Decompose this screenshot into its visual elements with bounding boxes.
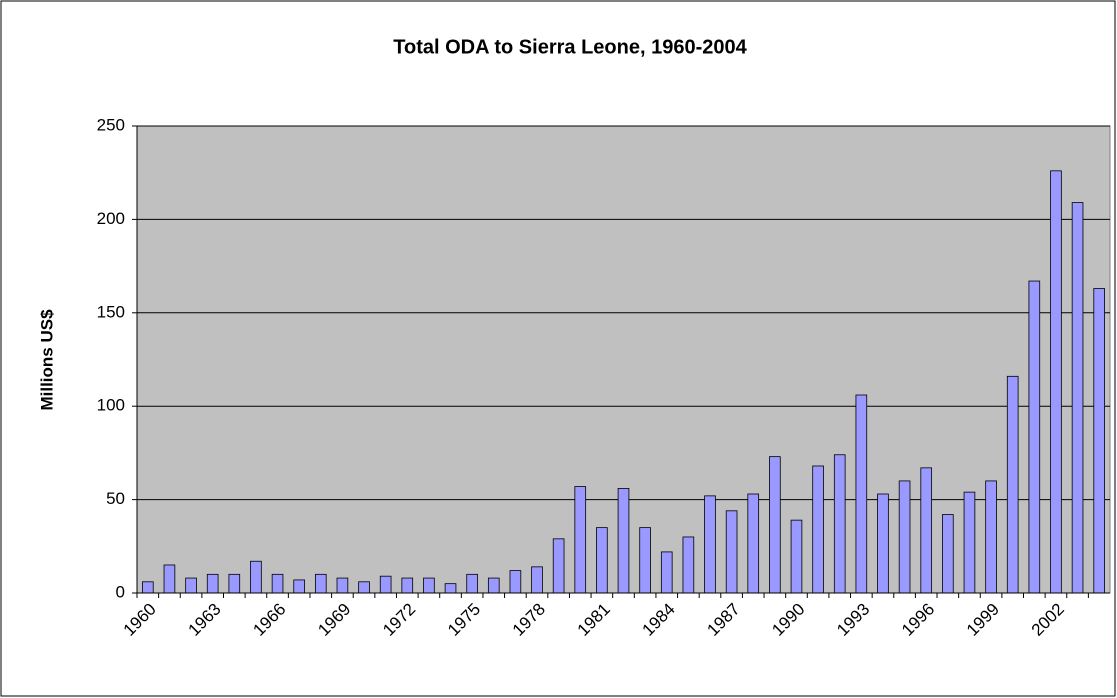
bar <box>379 575 392 594</box>
bar <box>509 570 522 594</box>
bar <box>660 551 673 594</box>
bar <box>1028 280 1041 594</box>
bar <box>898 480 911 594</box>
bar <box>704 495 716 594</box>
bar <box>833 454 846 594</box>
y-tick-label: 150 <box>97 302 125 321</box>
bar <box>293 579 305 594</box>
bar <box>812 465 824 594</box>
bar <box>574 486 587 594</box>
bar <box>747 493 760 594</box>
bar <box>725 510 738 594</box>
bar <box>855 394 868 594</box>
bar <box>639 527 651 594</box>
bar <box>185 577 197 594</box>
bar <box>985 480 997 594</box>
bar <box>423 577 435 594</box>
bar <box>271 573 284 594</box>
bar <box>358 581 370 594</box>
bar <box>250 560 262 594</box>
bar <box>142 581 154 594</box>
bar <box>1071 202 1084 594</box>
y-tick-label: 100 <box>97 396 125 415</box>
bar <box>163 564 176 594</box>
bar <box>444 583 457 594</box>
y-tick-label: 250 <box>97 115 125 134</box>
bar <box>1093 288 1105 594</box>
bar <box>314 573 327 594</box>
bar <box>552 538 565 594</box>
y-tick-label: 200 <box>97 209 125 228</box>
bar <box>487 577 500 594</box>
bar <box>228 573 241 594</box>
y-axis-label: Millions US$ <box>37 309 56 411</box>
bar <box>336 577 349 594</box>
y-tick-label: 0 <box>116 582 125 601</box>
bar <box>877 493 889 594</box>
bar <box>963 491 976 594</box>
bar <box>466 573 478 594</box>
bar <box>401 577 414 594</box>
bar <box>531 566 543 594</box>
bar <box>790 519 803 594</box>
bar <box>1006 375 1019 594</box>
bar <box>596 527 608 594</box>
bar <box>769 456 781 594</box>
bar <box>617 487 630 594</box>
bar <box>682 536 695 594</box>
bar <box>206 573 219 594</box>
y-tick-label: 50 <box>106 489 125 508</box>
chart-title: Total ODA to Sierra Leone, 1960-2004 <box>393 36 747 58</box>
bar <box>942 514 954 594</box>
bar <box>920 467 933 594</box>
bar <box>1050 170 1062 594</box>
